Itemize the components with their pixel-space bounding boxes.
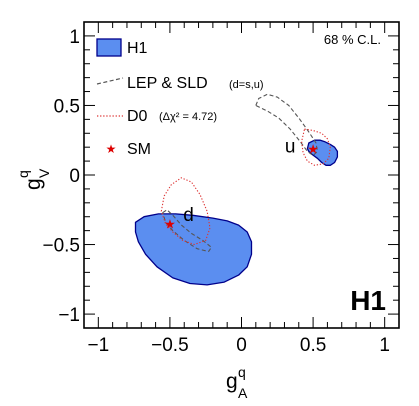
marker-layer: ★★ <box>164 143 319 233</box>
x-tick-label: −0.5 <box>151 335 189 356</box>
legend-note-d0: (Δχ² = 4.72) <box>159 111 217 123</box>
y-axis-label-sub: V <box>36 168 52 178</box>
axis-ticks <box>83 21 400 329</box>
quark-annotations: ud <box>183 137 295 226</box>
x-axis-label-sub: A <box>238 385 248 401</box>
sm-marker-u: ★ <box>307 143 319 158</box>
contour-series-0-u <box>306 139 339 166</box>
quark-label-u: u <box>285 137 296 158</box>
y-axis-label-sup: q <box>15 170 31 178</box>
legend-label-d0: D0 <box>127 108 148 125</box>
x-tick-label: 0.5 <box>300 335 326 356</box>
x-axis-label-main: g <box>226 370 238 393</box>
quark-label-d: d <box>183 205 194 226</box>
legend: H1 LEP & SLD (d=s,u) D0 (Δχ² = 4.72) ★ S… <box>96 38 264 158</box>
y-tick-label: 1 <box>69 27 80 48</box>
contour-series-1-d <box>162 209 212 253</box>
y-tick-label: 0 <box>69 166 80 187</box>
contour-layer <box>134 93 339 286</box>
y-tick-label: 0.5 <box>54 96 80 117</box>
confidence-level-label: 68 % C.L. <box>324 32 381 47</box>
x-tick-label: −1 <box>87 335 109 356</box>
plot-frame <box>83 21 400 329</box>
legend-swatch-lep <box>96 77 124 85</box>
legend-note-lep: (d=s,u) <box>229 79 264 91</box>
x-axis-label: g q A <box>226 364 248 401</box>
y-axis-label: g q V <box>15 168 52 190</box>
x-tick-label: 0 <box>236 335 247 356</box>
contour-series-1-u <box>255 93 318 157</box>
x-tick-label: 1 <box>379 335 390 356</box>
sm-marker-d: ★ <box>164 218 176 233</box>
contour-series-2-u <box>301 128 331 166</box>
y-tick-label: −1 <box>58 305 80 326</box>
x-tick-labels: −1 −0.5 0 0.5 1 <box>87 335 389 356</box>
x-axis-label-sup: q <box>238 364 246 380</box>
legend-label-lep: LEP & SLD <box>127 75 208 92</box>
contour-series-0-d <box>134 213 253 286</box>
legend-swatch-h1 <box>96 38 122 57</box>
legend-label-sm: SM <box>127 141 151 158</box>
y-axis-label-main: g <box>22 178 45 190</box>
contour-series-2-d <box>160 177 211 246</box>
h1-watermark: H1 <box>350 285 386 316</box>
y-tick-label: −0.5 <box>42 236 80 257</box>
y-tick-labels: −1 −0.5 0 0.5 1 <box>42 27 80 326</box>
legend-swatch-sm: ★ <box>106 142 117 156</box>
legend-label-h1: H1 <box>127 40 148 57</box>
